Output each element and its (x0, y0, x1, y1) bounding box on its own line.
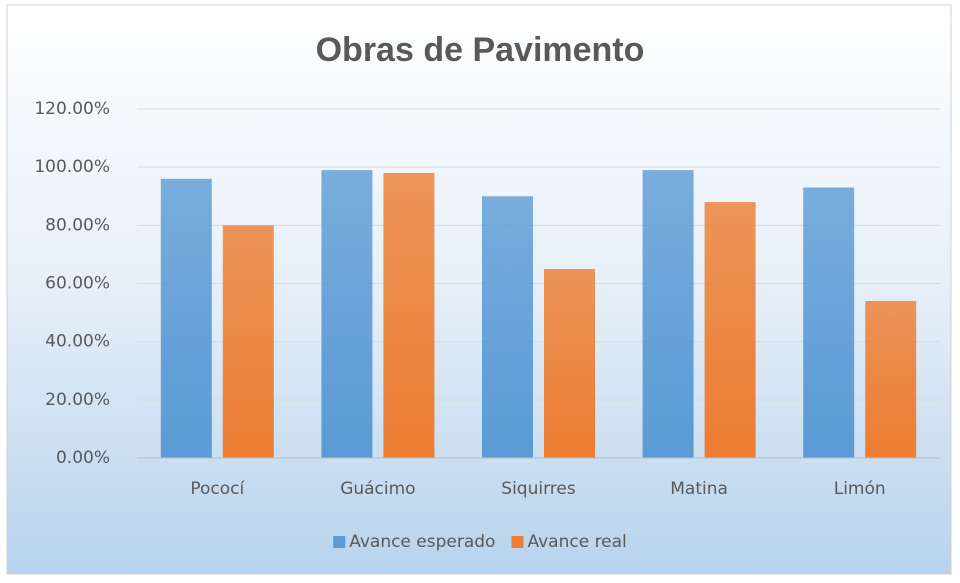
bar (160, 178, 212, 459)
bar (482, 196, 533, 458)
legend-label: Avance real (527, 532, 626, 552)
x-tick-label: Limón (834, 479, 886, 499)
legend-label: Avance esperado (349, 532, 495, 552)
chart-title: Obras de Pavimento (316, 31, 645, 69)
bar (642, 170, 694, 458)
bar (803, 187, 855, 458)
y-tick-label: 40.00% (45, 332, 110, 352)
x-tick-label: Pococí (190, 479, 245, 499)
y-tick-label: 60.00% (45, 274, 110, 294)
x-tick-label: Matina (670, 479, 728, 499)
bar (222, 225, 274, 458)
x-tick-label: Guácimo (340, 479, 415, 499)
bar (865, 300, 917, 458)
legend-swatch (511, 536, 524, 548)
bar (544, 268, 595, 458)
y-tick-label: 100.00% (34, 157, 110, 177)
y-tick-label: 20.00% (45, 390, 110, 410)
bar (704, 202, 756, 458)
x-tick-label: Siquirres (501, 479, 576, 499)
y-tick-label: 120.00% (34, 99, 110, 119)
legend-swatch (333, 536, 346, 548)
y-tick-label: 80.00% (45, 215, 110, 235)
bar (321, 170, 373, 458)
y-tick-label: 0.00% (56, 448, 110, 468)
bar (383, 172, 435, 458)
